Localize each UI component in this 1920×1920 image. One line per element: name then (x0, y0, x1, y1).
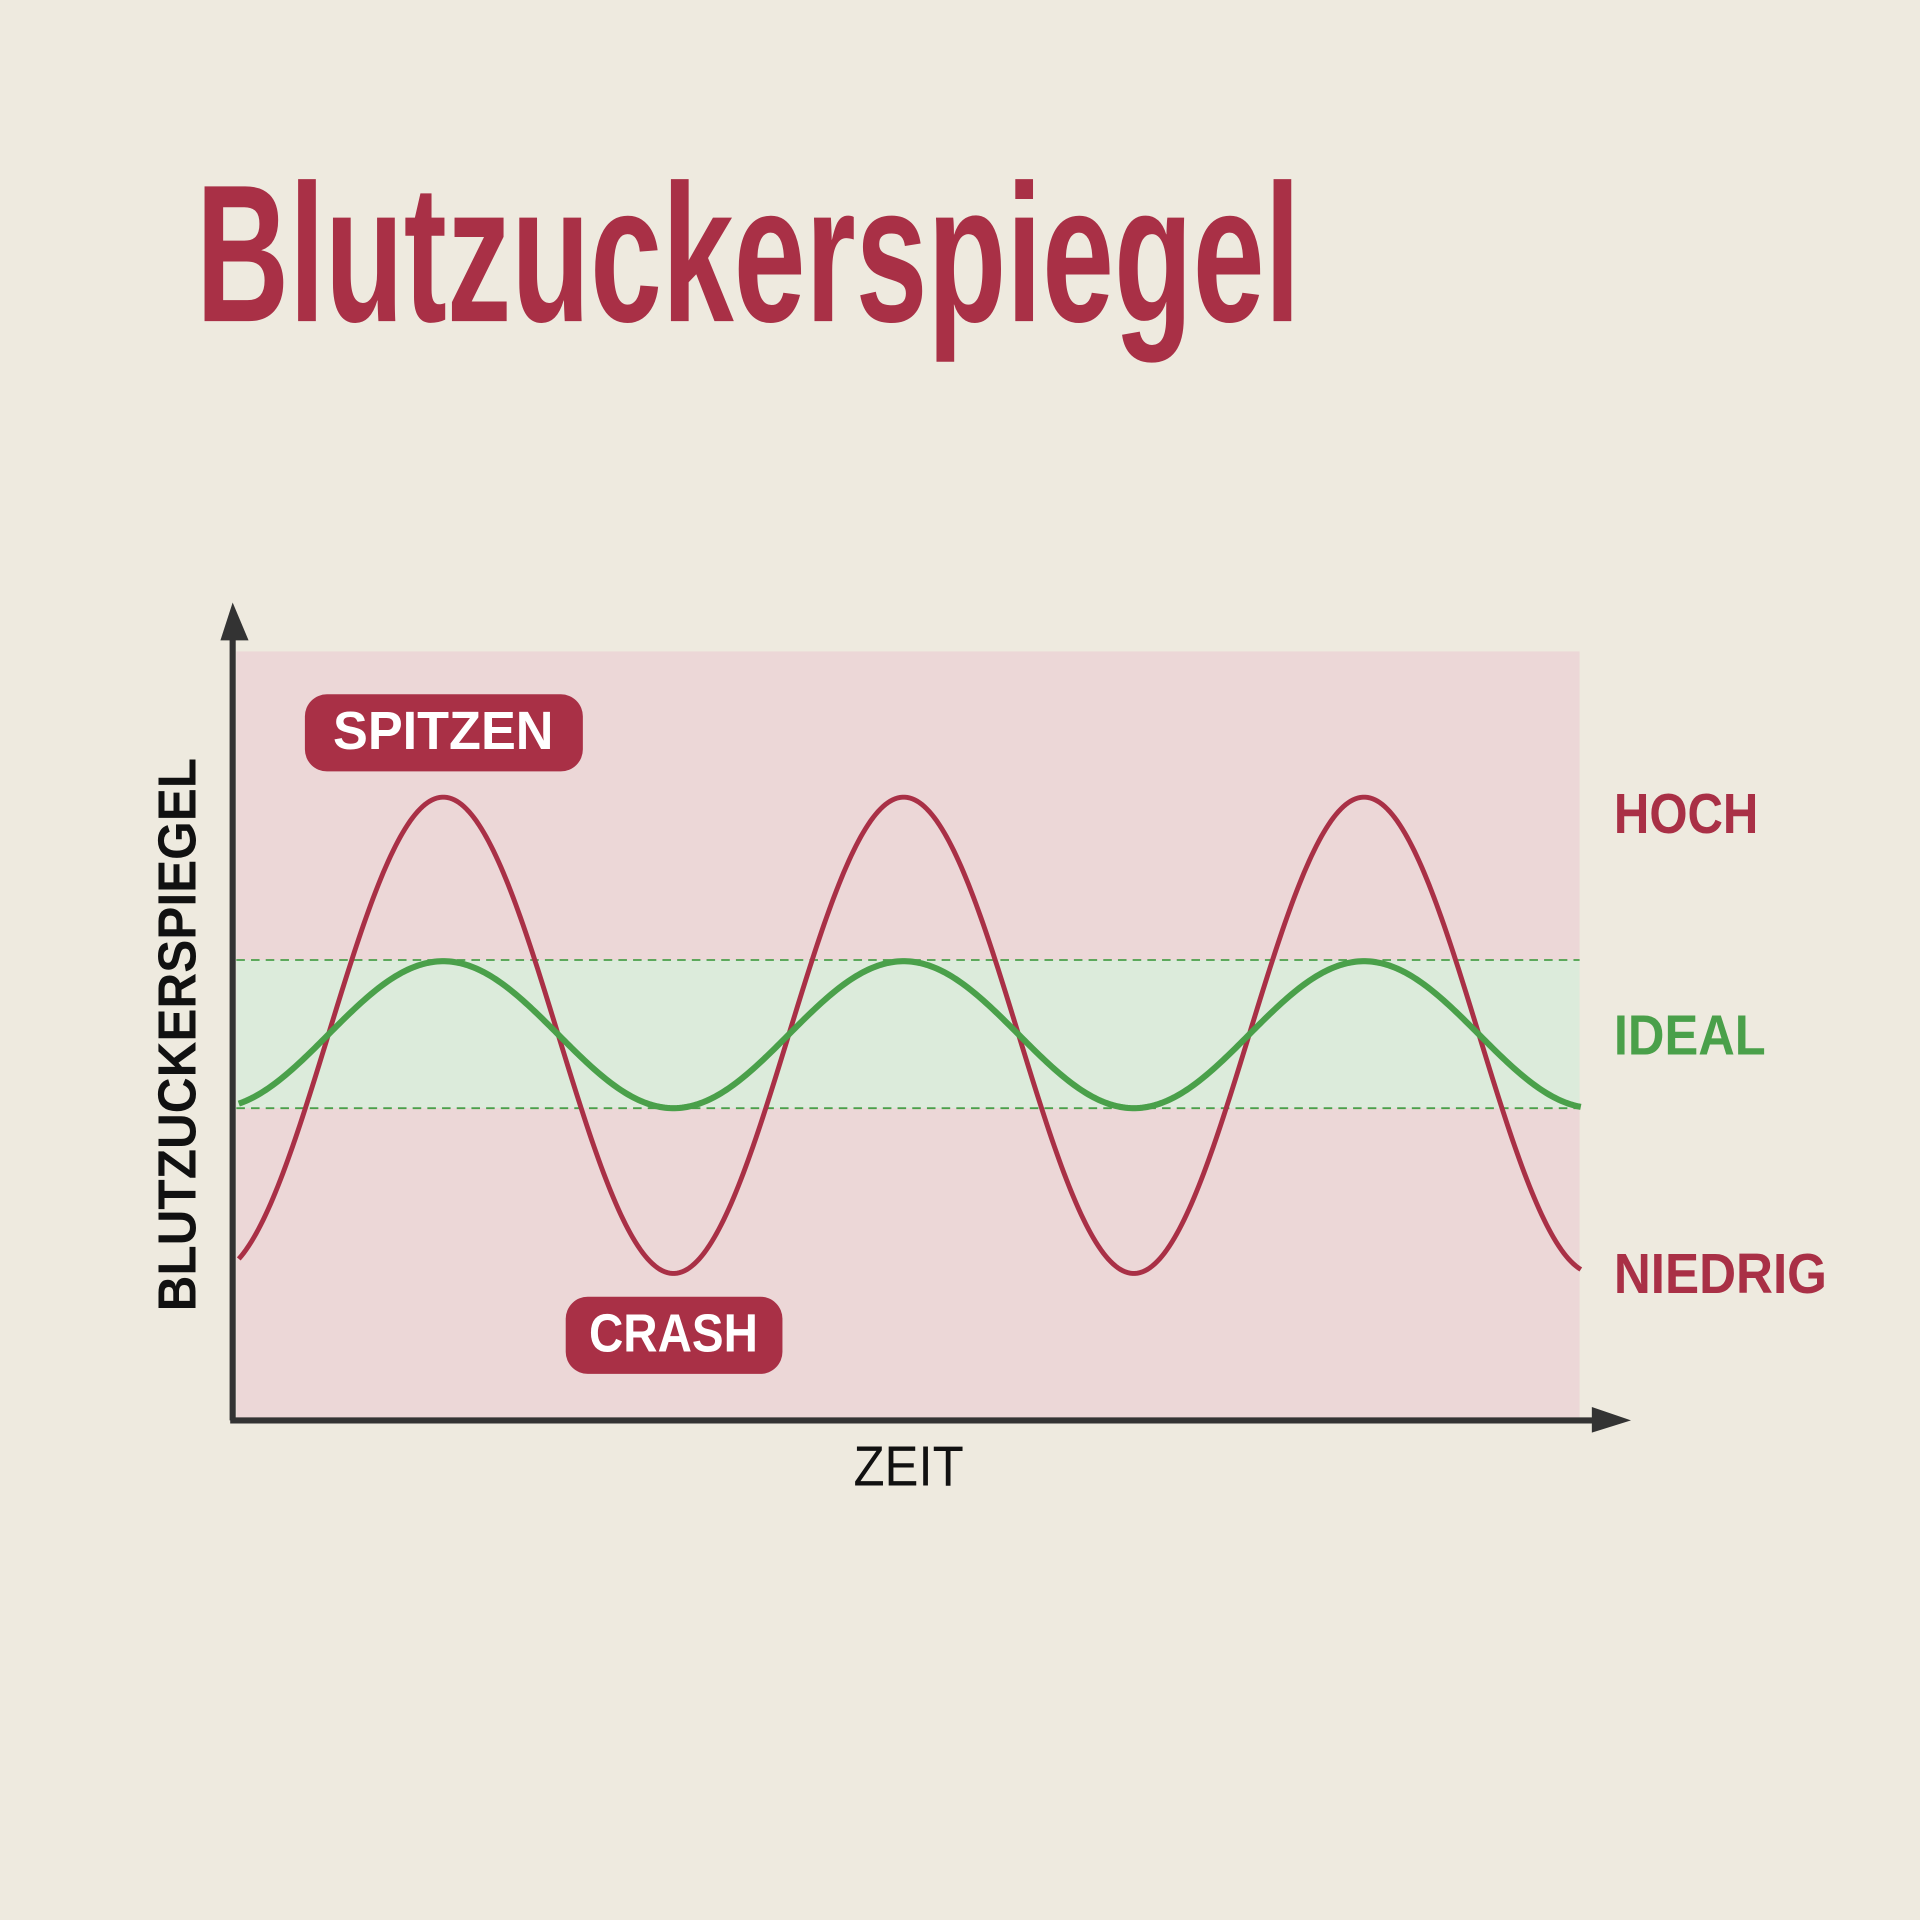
low-label: NIEDRIG (1614, 1242, 1827, 1305)
crash-badge (565, 1296, 783, 1374)
crash-badge-label: CRASH (589, 1303, 758, 1363)
peak-badge (304, 694, 583, 772)
title: Blutzuckerspiegel (196, 144, 1300, 363)
ideal-label: IDEAL (1614, 1003, 1766, 1066)
x-axis-label: ZEIT (853, 1434, 963, 1497)
peak-badge-label: SPITZEN (333, 701, 553, 761)
spike-curve (236, 794, 1583, 1276)
ideal-band (236, 960, 1580, 1109)
y-axis-arrow (220, 602, 249, 641)
high-label: HOCH (1614, 782, 1758, 845)
ideal-curve (237, 958, 1582, 1112)
y-axis-label: BLUTZUCKERSPIEGEL (147, 758, 207, 1311)
x-axis-arrow (1591, 1406, 1632, 1433)
